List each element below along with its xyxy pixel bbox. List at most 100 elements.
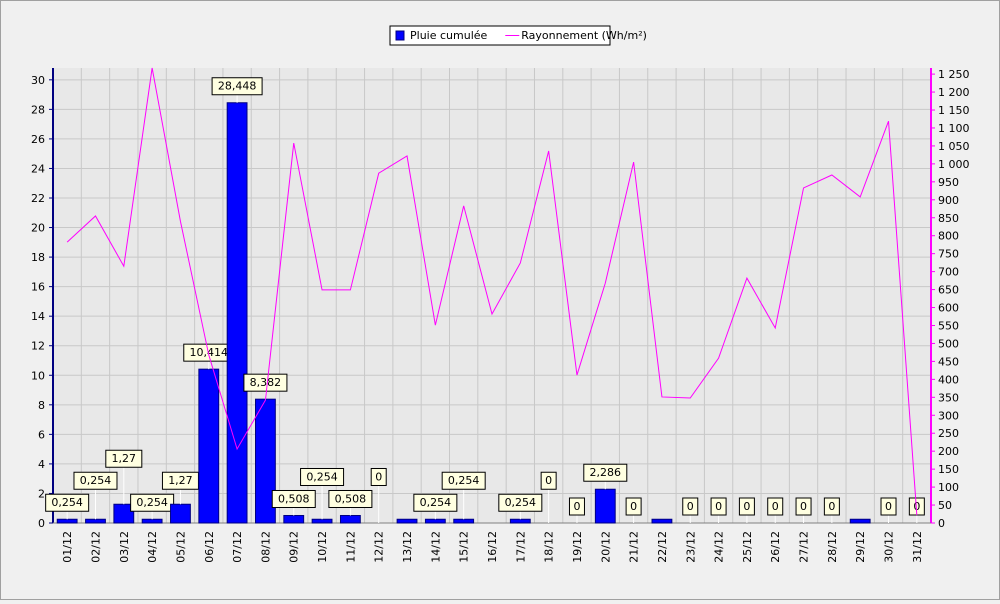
value-label-box	[710, 497, 727, 516]
value-label: 0	[772, 500, 779, 513]
y2-tick-label: 100	[938, 481, 959, 494]
value-label: 0,508	[335, 492, 367, 505]
x-tick-label: 17/12	[514, 531, 527, 563]
value-label: 0	[573, 500, 580, 513]
legend-swatch	[395, 30, 405, 41]
y2-tick-label: 900	[938, 194, 959, 207]
value-label: 0,254	[420, 496, 452, 509]
y-tick-label: 28	[31, 103, 45, 116]
x-tick-label: 15/12	[458, 531, 471, 563]
value-label: 8,382	[250, 376, 282, 389]
x-tick-label: 26/12	[769, 531, 782, 563]
value-label-box	[413, 493, 458, 512]
x-tick-label: 11/12	[344, 531, 357, 563]
value-label: 0	[375, 470, 382, 483]
value-label: 0,254	[51, 496, 83, 509]
bar	[311, 518, 333, 524]
value-label-box	[880, 497, 897, 516]
value-label-box	[568, 497, 585, 516]
value-label: 0	[545, 474, 552, 487]
x-tick-label: 12/12	[373, 531, 386, 563]
value-label-box	[211, 77, 263, 96]
x-tick-label: 24/12	[713, 531, 726, 563]
x-tick-label: 06/12	[203, 531, 216, 563]
bar	[170, 503, 191, 524]
y2-tick-label: 500	[938, 337, 959, 350]
y2-tick-label: 600	[938, 302, 959, 315]
value-label: 0	[743, 500, 750, 513]
y2-tick-label: 1 250	[938, 68, 970, 81]
bar	[198, 368, 220, 524]
value-label: 0,254	[136, 496, 168, 509]
y-tick-label: 30	[31, 74, 45, 87]
value-label-box	[271, 489, 316, 508]
value-label-box	[243, 373, 288, 392]
value-label: 0,254	[448, 474, 480, 487]
value-label-box	[441, 471, 486, 490]
value-label: 0,508	[278, 492, 310, 505]
legend-box	[389, 25, 611, 46]
value-label-box	[823, 497, 840, 516]
y-tick-label: 20	[31, 222, 45, 235]
y2-tick-label: 850	[938, 212, 959, 225]
x-tick-label: 21/12	[628, 531, 641, 563]
y-tick-label: 22	[31, 192, 45, 205]
y2-tick-label: 350	[938, 391, 959, 404]
y-tick-label: 12	[31, 340, 45, 353]
x-tick-label: 23/12	[684, 531, 697, 563]
y2-tick-label: 150	[938, 463, 959, 476]
bar	[651, 518, 673, 524]
value-label: 0	[913, 500, 920, 513]
bar	[56, 518, 78, 524]
y2-tick-label: 450	[938, 355, 959, 368]
y-tick-label: 18	[31, 251, 45, 264]
y2-tick-label: 550	[938, 319, 959, 332]
y2-tick-label: 800	[938, 230, 959, 243]
x-tick-label: 05/12	[174, 531, 187, 563]
value-label-box	[73, 471, 118, 490]
y2-tick-label: 0	[938, 517, 945, 530]
y2-tick-label: 200	[938, 445, 959, 458]
x-tick-label: 29/12	[854, 531, 867, 563]
x-tick-label: 07/12	[231, 531, 244, 563]
x-tick-label: 16/12	[486, 531, 499, 563]
x-tick-label: 10/12	[316, 531, 329, 563]
x-tick-label: 13/12	[401, 531, 414, 563]
x-tick-label: 19/12	[571, 531, 584, 563]
y2-tick-label: 750	[938, 248, 959, 261]
line	[66, 67, 918, 516]
x-tick-label: 25/12	[741, 531, 754, 563]
value-label-box	[625, 497, 642, 516]
bar	[396, 518, 418, 524]
y2-tick-label: 1 050	[938, 140, 970, 153]
value-label: 0	[828, 500, 835, 513]
legend: Pluie cumulée Rayonnement (Wh/m²)	[389, 25, 647, 46]
value-label: 0	[800, 500, 807, 513]
value-label-box	[105, 449, 143, 468]
y2-tick-label: 650	[938, 284, 959, 297]
y2-tick-label: 50	[938, 499, 952, 512]
y-tick-label: 26	[31, 133, 45, 146]
bar	[594, 488, 616, 524]
value-label-box	[300, 467, 345, 486]
value-label: 2,286	[590, 466, 622, 479]
value-label: 0	[885, 500, 892, 513]
bar	[849, 518, 871, 524]
value-label-box	[583, 463, 628, 482]
value-label-box	[498, 493, 543, 512]
value-label: 0,254	[80, 474, 112, 487]
y2-tick-label: 1 150	[938, 104, 970, 117]
bar	[141, 518, 163, 524]
value-label-box	[45, 493, 90, 512]
x-tick-label: 20/12	[599, 531, 612, 563]
value-label-box	[130, 493, 175, 512]
y-tick-label: 14	[31, 310, 45, 323]
y2-tick-label: 300	[938, 409, 959, 422]
x-tick-label: 28/12	[826, 531, 839, 563]
x-tick-label: 01/12	[61, 531, 74, 563]
value-label: 0	[687, 500, 694, 513]
value-label: 0	[630, 500, 637, 513]
value-label-box	[682, 497, 699, 516]
y2-tick-label: 1 000	[938, 158, 970, 171]
